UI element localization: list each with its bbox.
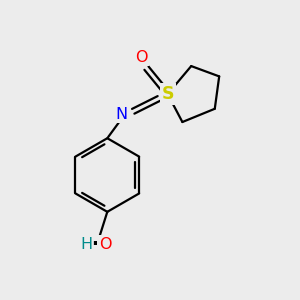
Text: ·: · [92, 235, 98, 254]
Text: N: N [115, 107, 127, 122]
Text: O: O [135, 50, 147, 65]
Text: S: S [161, 85, 174, 103]
Text: H: H [80, 237, 92, 252]
Text: O: O [99, 237, 111, 252]
